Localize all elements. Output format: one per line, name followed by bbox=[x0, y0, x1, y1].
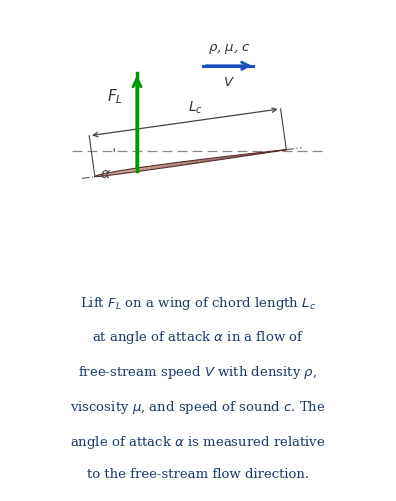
Polygon shape bbox=[95, 176, 97, 177]
Polygon shape bbox=[228, 157, 230, 159]
Polygon shape bbox=[238, 155, 240, 158]
Polygon shape bbox=[122, 170, 126, 174]
Polygon shape bbox=[199, 160, 201, 163]
Polygon shape bbox=[125, 170, 127, 174]
Polygon shape bbox=[214, 158, 216, 161]
Polygon shape bbox=[116, 172, 118, 175]
Text: $L_c$: $L_c$ bbox=[188, 99, 203, 115]
Polygon shape bbox=[175, 163, 179, 167]
Polygon shape bbox=[225, 157, 228, 160]
Polygon shape bbox=[101, 175, 103, 177]
Polygon shape bbox=[131, 169, 135, 173]
Polygon shape bbox=[252, 154, 254, 155]
Polygon shape bbox=[141, 167, 145, 172]
Polygon shape bbox=[149, 167, 151, 170]
Polygon shape bbox=[277, 151, 278, 152]
Polygon shape bbox=[283, 150, 286, 151]
Polygon shape bbox=[165, 164, 169, 168]
Polygon shape bbox=[135, 169, 137, 172]
Polygon shape bbox=[185, 162, 188, 165]
Polygon shape bbox=[244, 155, 248, 157]
Polygon shape bbox=[156, 165, 159, 170]
Text: to the free-stream flow direction.: to the free-stream flow direction. bbox=[87, 467, 309, 480]
Polygon shape bbox=[189, 161, 192, 165]
Polygon shape bbox=[220, 157, 224, 160]
Polygon shape bbox=[112, 172, 116, 175]
Polygon shape bbox=[180, 162, 183, 166]
Text: angle of attack $\alpha$ is measured relative: angle of attack $\alpha$ is measured rel… bbox=[70, 433, 326, 450]
Polygon shape bbox=[170, 164, 174, 167]
Polygon shape bbox=[267, 152, 268, 153]
Polygon shape bbox=[136, 168, 140, 172]
Text: $\alpha$: $\alpha$ bbox=[100, 167, 111, 181]
Polygon shape bbox=[257, 153, 259, 155]
Polygon shape bbox=[130, 169, 132, 173]
Polygon shape bbox=[219, 158, 221, 160]
Text: $\rho$, $\mu$, $c$: $\rho$, $\mu$, $c$ bbox=[208, 43, 250, 56]
Polygon shape bbox=[188, 161, 190, 165]
Polygon shape bbox=[272, 152, 274, 153]
Text: viscosity $\mu$, and speed of sound $c$. The: viscosity $\mu$, and speed of sound $c$.… bbox=[70, 398, 326, 415]
Text: $V$: $V$ bbox=[223, 76, 235, 89]
Polygon shape bbox=[240, 155, 243, 157]
Polygon shape bbox=[201, 160, 204, 163]
Polygon shape bbox=[243, 155, 245, 157]
Polygon shape bbox=[210, 159, 214, 162]
Polygon shape bbox=[145, 167, 147, 171]
Polygon shape bbox=[215, 158, 219, 161]
Polygon shape bbox=[278, 151, 282, 152]
Text: at angle of attack $\alpha$ in a flow of: at angle of attack $\alpha$ in a flow of bbox=[92, 329, 304, 346]
Polygon shape bbox=[230, 156, 233, 159]
Polygon shape bbox=[204, 159, 206, 163]
Polygon shape bbox=[259, 153, 262, 154]
Polygon shape bbox=[206, 159, 209, 162]
Polygon shape bbox=[183, 162, 185, 166]
Polygon shape bbox=[262, 153, 264, 154]
Polygon shape bbox=[254, 153, 257, 155]
Polygon shape bbox=[107, 173, 111, 176]
Text: free-stream speed $V$ with density $\rho$,: free-stream speed $V$ with density $\rho… bbox=[78, 363, 318, 380]
Polygon shape bbox=[191, 161, 195, 164]
Polygon shape bbox=[164, 165, 166, 168]
Polygon shape bbox=[273, 151, 277, 152]
Polygon shape bbox=[160, 165, 164, 169]
Polygon shape bbox=[106, 174, 108, 176]
Polygon shape bbox=[249, 154, 253, 156]
Polygon shape bbox=[196, 160, 200, 164]
Text: Lift $F_L$ on a wing of chord length $L_c$: Lift $F_L$ on a wing of chord length $L_… bbox=[80, 294, 316, 311]
Polygon shape bbox=[169, 164, 171, 168]
Polygon shape bbox=[154, 166, 156, 170]
Polygon shape bbox=[178, 163, 180, 166]
Polygon shape bbox=[248, 154, 249, 156]
Polygon shape bbox=[151, 166, 154, 170]
Polygon shape bbox=[103, 174, 106, 177]
Polygon shape bbox=[264, 152, 267, 154]
Polygon shape bbox=[194, 161, 196, 164]
Polygon shape bbox=[159, 165, 161, 169]
Polygon shape bbox=[235, 156, 238, 158]
Polygon shape bbox=[233, 156, 235, 158]
Polygon shape bbox=[223, 157, 225, 160]
Polygon shape bbox=[117, 171, 121, 175]
Polygon shape bbox=[127, 170, 130, 174]
Polygon shape bbox=[209, 159, 211, 162]
Polygon shape bbox=[173, 163, 175, 167]
Polygon shape bbox=[139, 168, 142, 172]
Polygon shape bbox=[146, 167, 150, 171]
Polygon shape bbox=[111, 173, 113, 176]
Polygon shape bbox=[96, 176, 98, 177]
Polygon shape bbox=[98, 175, 101, 177]
Text: $F_L$: $F_L$ bbox=[107, 87, 123, 106]
Polygon shape bbox=[120, 171, 122, 174]
Polygon shape bbox=[268, 152, 272, 153]
